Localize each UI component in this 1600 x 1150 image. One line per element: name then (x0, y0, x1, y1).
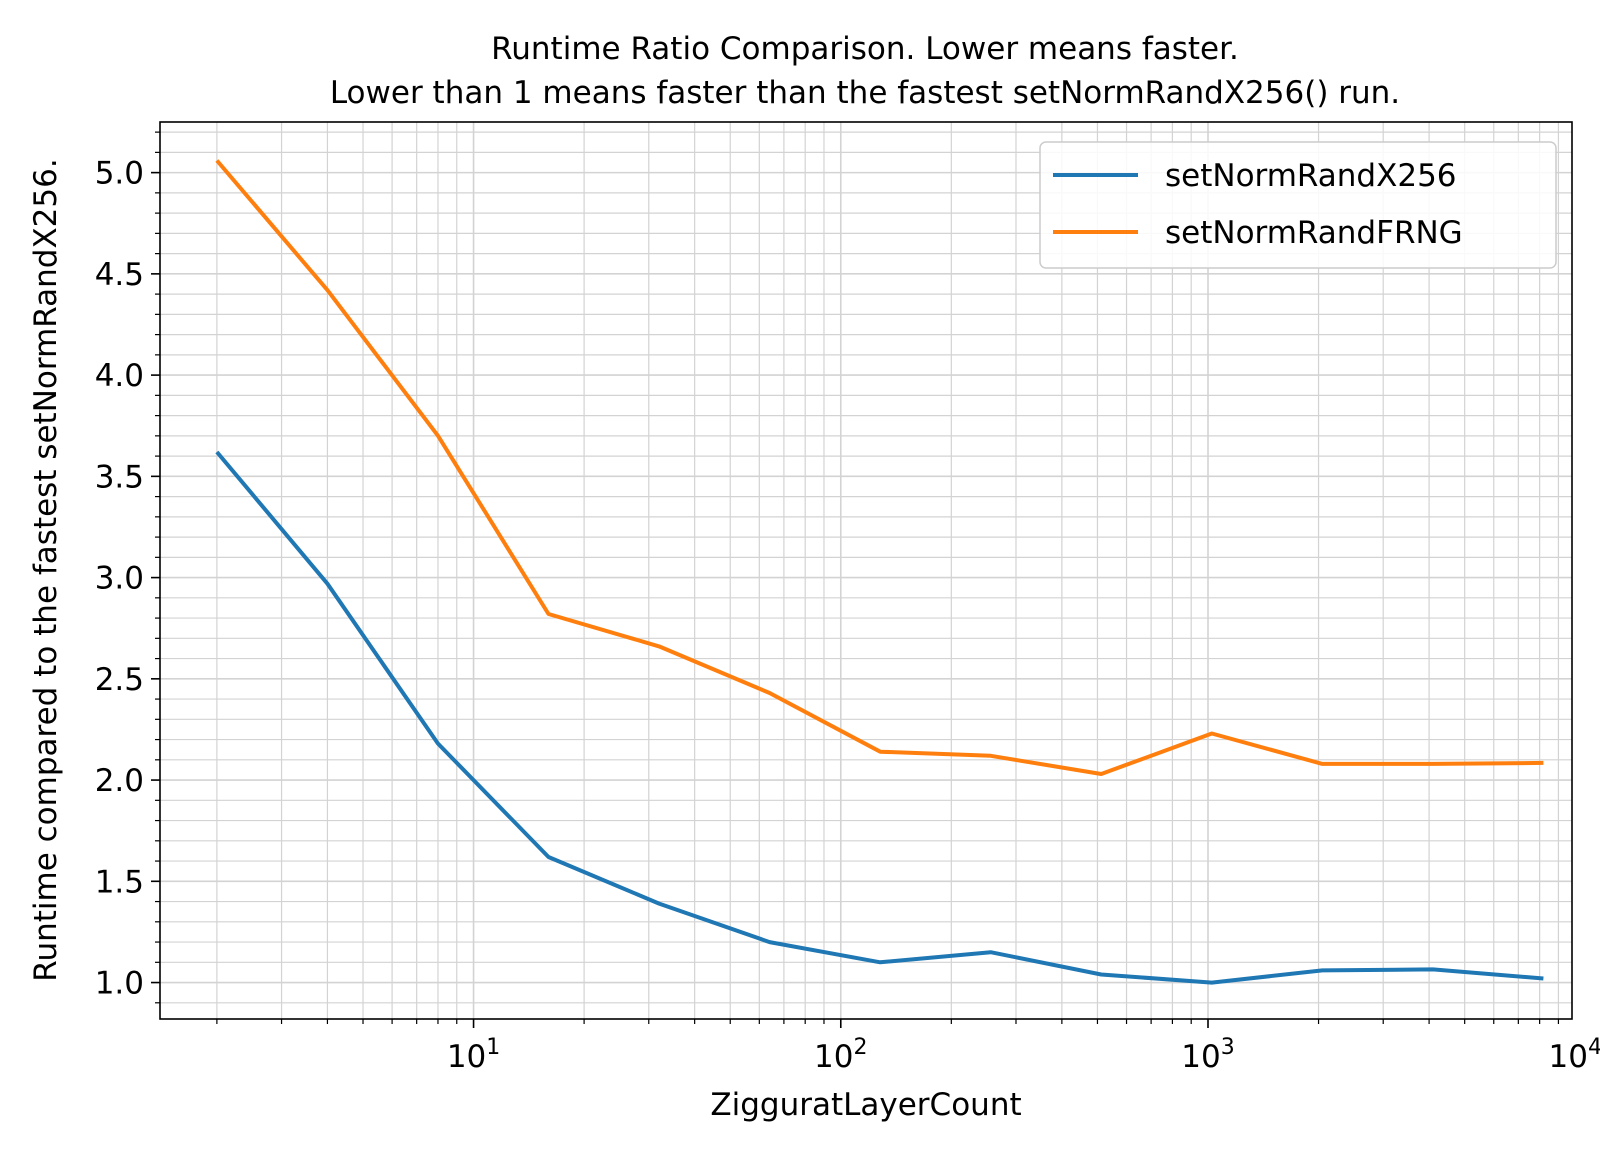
legend-label-setNormRandX256: setNormRandX256 (1165, 158, 1457, 194)
x-tick-label: 103 (1181, 1035, 1234, 1075)
y-tick-label: 2.5 (95, 662, 144, 698)
y-tick-label: 3.5 (95, 459, 144, 495)
x-tick-label: 102 (814, 1035, 867, 1075)
y-tick-label: 2.0 (95, 763, 144, 799)
y-tick-label: 4.0 (95, 358, 144, 394)
grid-layer (160, 122, 1572, 1019)
x-tick-label: 104 (1548, 1035, 1600, 1075)
x-axis-label: ZigguratLayerCount (710, 1087, 1021, 1123)
chart-title-line-1: Runtime Ratio Comparison. Lower means fa… (491, 31, 1239, 67)
x-tick-label: 101 (447, 1035, 500, 1075)
y-tick-label: 1.5 (95, 864, 144, 900)
chart-title-line-2: Lower than 1 means faster than the faste… (330, 75, 1400, 111)
y-tick-label: 5.0 (95, 156, 144, 192)
y-tick-label: 1.0 (95, 966, 144, 1002)
series-line-setNormRandX256 (215, 450, 1544, 985)
legend-label-setNormRandFRNG: setNormRandFRNG (1165, 215, 1463, 251)
y-tick-label: 3.0 (95, 561, 144, 597)
y-tick-label: 4.5 (95, 257, 144, 293)
legend-box (1039, 141, 1557, 269)
y-axis-label: Runtime compared to the fastest setNormR… (28, 158, 64, 981)
series-line-setNormRandFRNG (215, 159, 1544, 776)
legend: setNormRandX256 setNormRandFRNG (1039, 141, 1557, 269)
plot-frame (159, 121, 1573, 1020)
series-layer (215, 159, 1544, 985)
